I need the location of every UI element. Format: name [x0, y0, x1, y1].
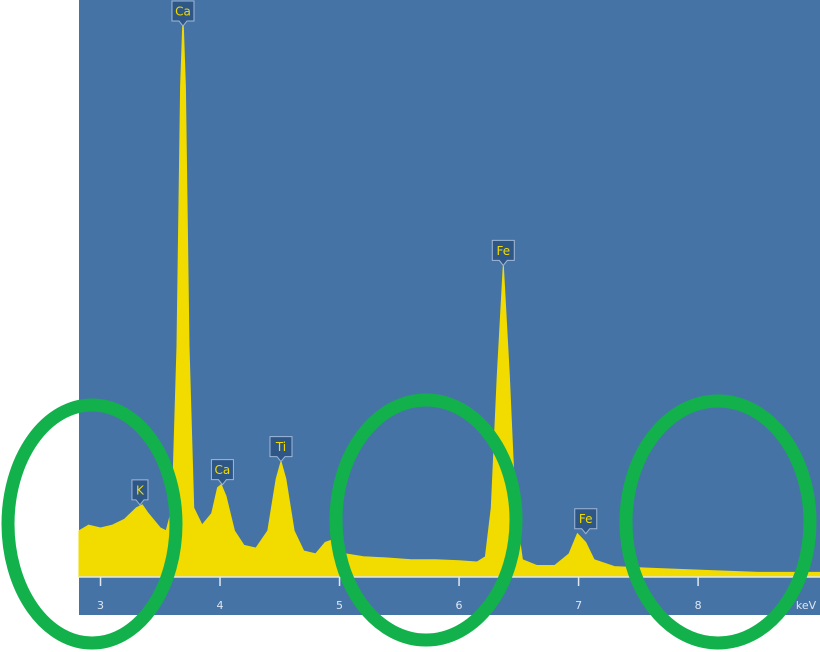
- peak-label: Ti: [269, 436, 293, 463]
- highlight-ellipse: [1, 398, 183, 650]
- x-tick-label: 3: [97, 599, 104, 612]
- x-tick-label: 5: [336, 599, 343, 612]
- peak-label-box: [131, 479, 149, 506]
- peak-label-text: Ti: [275, 440, 286, 454]
- x-tick-label: 8: [695, 599, 702, 612]
- peak-label-box: [210, 459, 234, 486]
- peak-label-text: K: [136, 483, 145, 497]
- x-axis-unit: keV: [796, 599, 817, 612]
- peak-label-text: Ca: [175, 5, 191, 19]
- peak-label-text: Ca: [215, 463, 231, 477]
- peak-label: K: [131, 479, 149, 506]
- peak-label: Ca: [210, 459, 234, 486]
- peak-label-box: [171, 0, 195, 27]
- x-tick-label: 6: [456, 599, 463, 612]
- x-tick-label: 7: [575, 599, 582, 612]
- peak-label-text: Fe: [496, 244, 510, 258]
- highlight-ellipse: [619, 394, 817, 650]
- peak-label-box: [574, 508, 598, 535]
- highlight-ellipses: [1, 393, 817, 650]
- x-tick-label: 4: [217, 599, 224, 612]
- highlight-ellipse: [329, 393, 523, 647]
- plot-background: [79, 0, 820, 615]
- peak-label: Fe: [491, 239, 515, 267]
- peak-label-box: [491, 239, 515, 267]
- peak-label-text: Fe: [579, 512, 593, 526]
- peak-label: Ca: [171, 0, 195, 27]
- peak-label-box: [269, 436, 293, 463]
- peak-label: Fe: [574, 508, 598, 535]
